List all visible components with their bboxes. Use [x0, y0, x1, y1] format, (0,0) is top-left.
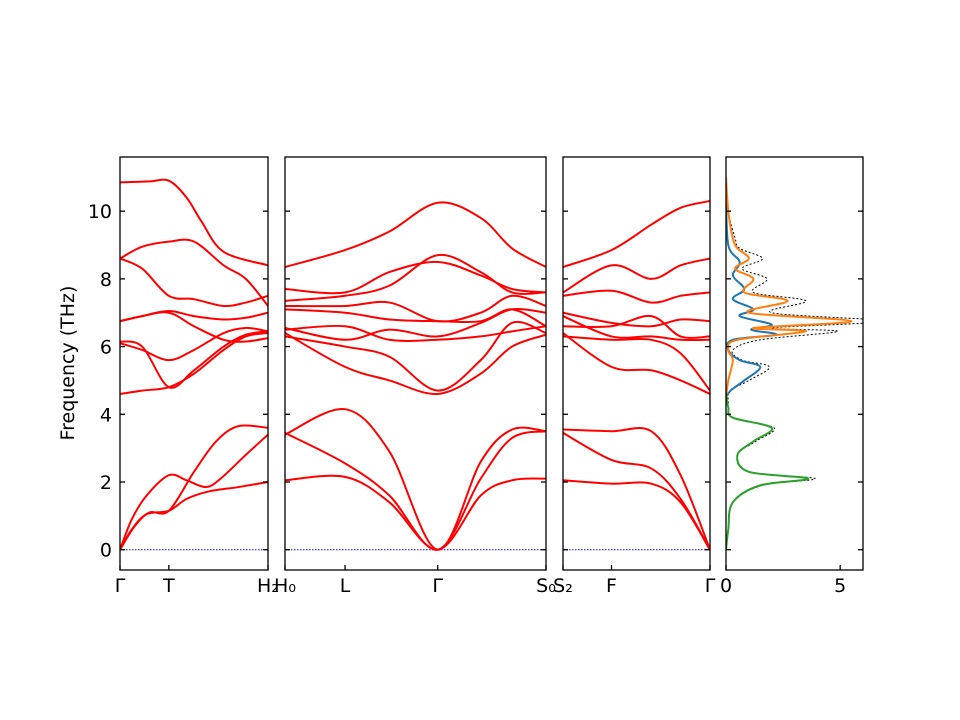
- band-5: [120, 326, 268, 362]
- dos-x-tick-label: 0: [720, 575, 732, 597]
- band-panel-1: 0 2 4 6 8 10 Γ T H₂: [88, 156, 279, 597]
- band-3: [120, 424, 268, 551]
- band-7: [563, 314, 710, 339]
- band-lines: [563, 200, 710, 551]
- dos-x-tick-label: 5: [834, 575, 846, 597]
- dos-series-3: [726, 393, 810, 550]
- k-point-label: S₀: [536, 575, 556, 597]
- band-9: [120, 257, 268, 308]
- band-4: [120, 332, 268, 395]
- y-tick-label: 0: [100, 540, 112, 562]
- k-point-label: T: [162, 575, 175, 597]
- band-12: [285, 201, 546, 268]
- band-10: [120, 238, 268, 307]
- band-2: [563, 432, 710, 551]
- band-5: [285, 320, 546, 392]
- band-6: [120, 330, 268, 389]
- y-tick-label: 6: [100, 337, 112, 359]
- band-panel-2: H₀ L Γ S₀: [274, 156, 556, 597]
- band-6: [285, 324, 546, 342]
- y-tick-label: 2: [100, 472, 112, 494]
- band-3: [563, 427, 710, 551]
- k-point-label: L: [340, 575, 351, 597]
- band-8: [563, 311, 710, 328]
- band-lines: [120, 178, 268, 551]
- k-point-label: Γ: [432, 575, 443, 597]
- y-axis-label: Frequency (THz): [57, 286, 79, 441]
- band-10: [563, 257, 710, 294]
- band-8: [285, 308, 546, 328]
- panel-frame: [284, 156, 547, 571]
- panel-frame: [119, 156, 269, 571]
- band-1: [120, 480, 268, 551]
- k-point-label: H₀: [274, 575, 296, 597]
- band-11: [120, 178, 268, 267]
- band-2: [285, 430, 546, 551]
- band-panel-3: S₂ F Γ: [553, 156, 716, 597]
- k-point-label: S₂: [553, 575, 573, 597]
- k-point-label: Γ: [705, 575, 716, 597]
- y-tick-label: 8: [100, 269, 112, 291]
- band-lines: [285, 201, 546, 551]
- k-point-label: H₂: [257, 575, 279, 597]
- dos-series-2: [726, 177, 853, 398]
- band-8: [120, 310, 268, 323]
- band-9: [563, 289, 710, 304]
- band-9: [285, 294, 546, 323]
- band-5: [563, 335, 710, 392]
- k-point-label: F: [606, 575, 617, 597]
- band-2: [120, 433, 268, 551]
- y-tick-label: 10: [88, 201, 112, 223]
- band-6: [563, 315, 710, 342]
- dos-frame: [725, 156, 864, 571]
- band-3: [285, 408, 546, 551]
- panel-frame: [562, 156, 711, 571]
- band-4: [563, 332, 710, 395]
- dos-curves: [726, 177, 863, 550]
- band-10: [285, 253, 546, 302]
- band-4: [285, 332, 546, 395]
- band-11: [285, 260, 546, 295]
- band-11: [563, 200, 710, 268]
- y-tick-label: 4: [100, 404, 112, 426]
- k-point-label: Γ: [115, 575, 126, 597]
